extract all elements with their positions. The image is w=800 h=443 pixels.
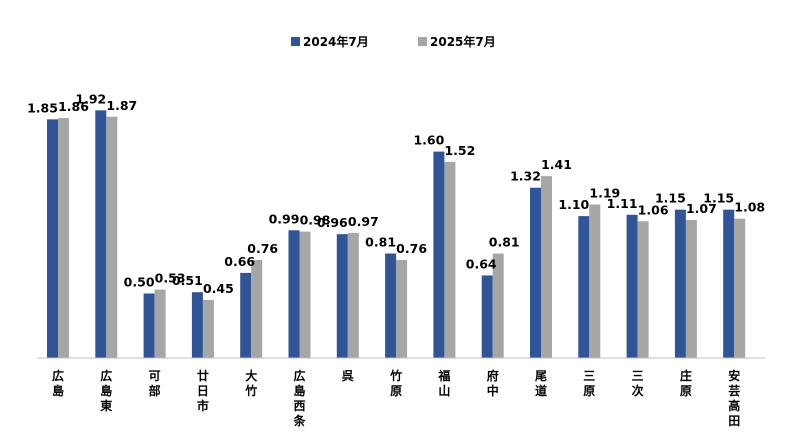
bar-2024-5	[288, 230, 300, 358]
data-label-2024-10: 1.32	[510, 169, 541, 184]
bar-2024-8	[433, 151, 445, 358]
bar-2024-7	[385, 253, 397, 358]
data-label-2024-14: 1.15	[703, 191, 734, 206]
data-label-2025-4: 0.76	[247, 241, 278, 256]
category-label-9: 府中	[487, 368, 499, 398]
data-label-2025-3: 0.45	[203, 281, 234, 296]
category-label-2: 可部	[149, 369, 161, 398]
bar-2024-3	[191, 292, 203, 358]
data-label-2024-8: 1.60	[413, 133, 444, 148]
bar-2025-8	[444, 161, 456, 358]
bar-2025-11	[589, 204, 601, 358]
bar-2025-7	[396, 259, 408, 358]
category-label-5: 広島西条	[292, 368, 306, 428]
data-label-2024-1: 1.92	[75, 91, 106, 106]
data-label-2024-6: 0.96	[317, 215, 348, 230]
bar-2025-13	[685, 219, 697, 358]
category-label-12: 三次	[632, 369, 644, 398]
bar-2024-12	[626, 214, 638, 358]
bar-2025-6	[347, 232, 359, 358]
category-label-1: 広島東	[100, 368, 112, 413]
data-label-2025-2: 0.53	[155, 271, 186, 286]
category-labels: 広島 広島東 可部 廿日市 大竹 広島西条 呉 竹原 福山 府中 尾道 三原 三次 庄原 安芸高田	[52, 368, 740, 428]
data-label-2024-5: 0.99	[269, 211, 300, 226]
legend-swatch	[291, 37, 300, 46]
data-label-2025-14: 1.08	[734, 200, 765, 215]
data-label-2025-12: 1.06	[638, 202, 669, 217]
bar-2025-10	[541, 176, 552, 358]
data-label-2024-0: 1.85	[27, 100, 58, 115]
bar-2025-1	[106, 116, 118, 359]
data-label-2025-10: 1.41	[541, 157, 572, 172]
data-label-2025-1: 1.87	[106, 98, 137, 113]
category-label-14: 安芸高田	[728, 368, 740, 428]
bar-2025-3	[202, 299, 214, 358]
data-label-2024-7: 0.81	[365, 235, 396, 250]
bar-2024-0	[47, 119, 58, 358]
category-label-7: 竹原	[389, 368, 402, 398]
data-label-2025-8: 1.52	[444, 143, 475, 158]
legend: 2024年7月 2025年7月	[291, 34, 496, 49]
data-label-2025-7: 0.76	[396, 241, 427, 256]
data-label-2025-0: 1.86	[58, 99, 89, 114]
bar-2024-1	[95, 110, 107, 358]
data-label-2025-6: 0.97	[348, 214, 379, 229]
data-labels: 1.85 1.861.92 1.870.50 0.530.510.450.660.76…	[27, 91, 765, 296]
bar-2024-11	[578, 216, 590, 358]
legend-item-2025: 2025年7月	[430, 34, 496, 49]
bar-2025-9	[492, 253, 504, 358]
bars	[47, 110, 746, 359]
bar-2025-5	[299, 231, 311, 358]
bar-2025-0	[58, 118, 69, 358]
bar-2024-2	[143, 293, 155, 358]
bar-2024-4	[240, 272, 252, 358]
category-label-6: 呉	[342, 368, 354, 383]
legend-item-2024: 2024年7月	[303, 34, 369, 49]
category-label-11: 三原	[583, 369, 595, 398]
category-label-4: 大竹	[244, 368, 257, 398]
bar-2025-4	[251, 259, 263, 358]
bar-2025-12	[637, 221, 649, 358]
bar-2024-14	[723, 209, 735, 358]
category-label-13: 庄原	[680, 368, 692, 398]
bar-2024-10	[530, 187, 541, 358]
bar-2024-9	[481, 275, 493, 358]
data-label-2025-9: 0.81	[489, 235, 520, 250]
category-label-3: 廿日市	[197, 368, 209, 413]
data-label-2024-9: 0.64	[466, 256, 497, 271]
data-label-2024-11: 1.10	[558, 197, 589, 212]
data-label-2025-11: 1.19	[589, 185, 620, 200]
category-label-0: 広島	[52, 368, 64, 398]
data-label-2025-5: 0.98	[300, 213, 331, 228]
bar-2025-2	[154, 289, 166, 358]
data-label-2024-4: 0.66	[224, 254, 255, 269]
bar-2024-6	[336, 234, 348, 358]
data-label-2025-13: 1.07	[686, 201, 717, 216]
data-label-2024-2: 0.50	[124, 275, 155, 290]
legend-swatch	[418, 37, 427, 46]
data-label-2024-12: 1.11	[607, 196, 638, 211]
bar-2025-14	[734, 218, 746, 358]
data-label-2024-13: 1.15	[655, 191, 686, 206]
bar-2024-13	[674, 209, 686, 358]
data-label-2024-3: 0.51	[172, 273, 203, 288]
category-label-8: 福山	[437, 368, 450, 398]
category-label-10: 尾道	[535, 369, 547, 398]
